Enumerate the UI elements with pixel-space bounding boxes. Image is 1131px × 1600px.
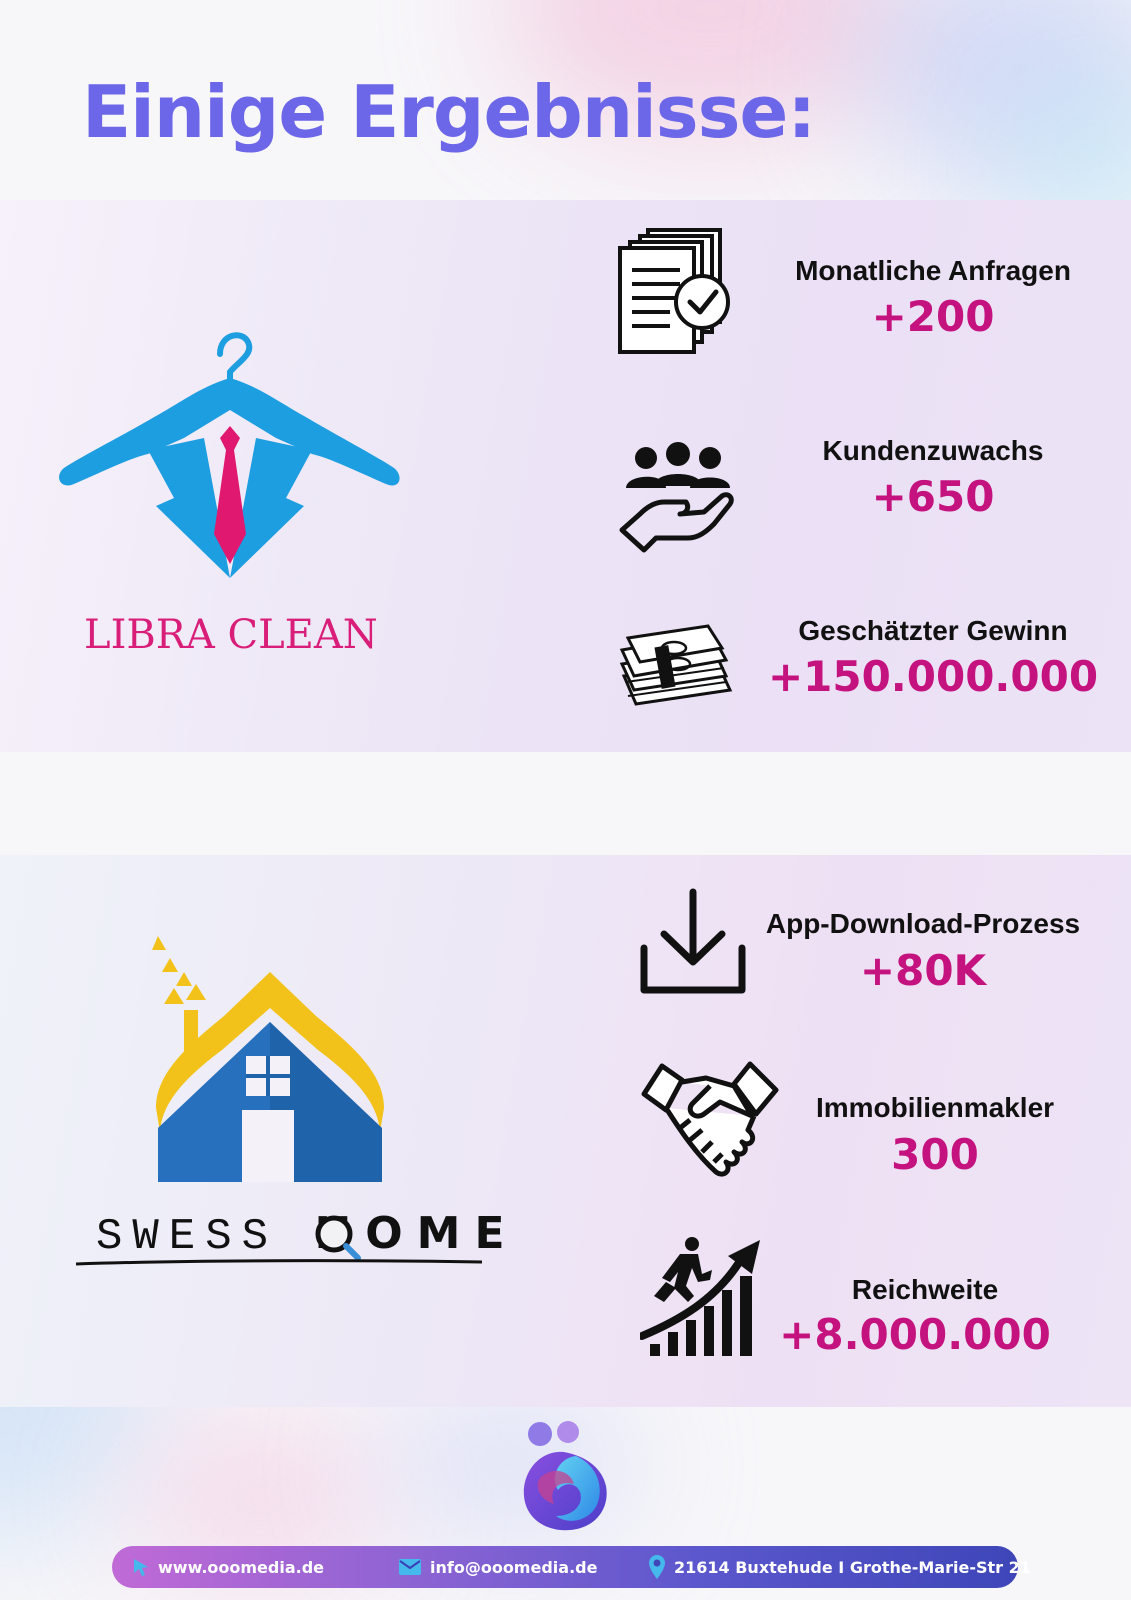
stat-label: Immobilienmakler	[815, 1092, 1055, 1123]
location-pin-icon	[649, 1555, 665, 1579]
brand-libra-clean: LIBRA CLEAN	[84, 612, 378, 658]
brand-swess-home: SWESS HOME	[96, 1208, 519, 1262]
brand-part: SWESS	[96, 1212, 279, 1262]
stat-value: +200	[871, 292, 995, 341]
mail-icon	[399, 1559, 421, 1575]
people-hand-icon	[619, 442, 734, 553]
stat-value: +150.000.000	[767, 652, 1099, 701]
growth-chart-icon	[640, 1237, 760, 1356]
footer-website[interactable]: www.ooomedia.de	[132, 1546, 324, 1588]
stat-value: +8.000.000	[779, 1310, 1051, 1359]
download-icon	[640, 888, 746, 994]
footer-email[interactable]: info@ooomedia.de	[398, 1546, 597, 1588]
hanger-suit-logo-icon	[59, 332, 400, 578]
stat-value: 300	[891, 1130, 979, 1179]
footer-email-text: info@ooomedia.de	[430, 1557, 598, 1577]
stat-label: Reichweite	[851, 1274, 999, 1305]
money-stack-icon	[619, 624, 733, 706]
handshake-icon	[641, 1061, 779, 1177]
contact-footer-bar: www.ooomedia.de info@ooomedia.de 21614 B…	[112, 1546, 1031, 1588]
footer-website-text: www.ooomedia.de	[158, 1557, 325, 1577]
stat-label: App-Download-Prozess	[765, 908, 1081, 939]
documents-check-icon	[618, 228, 730, 354]
stat-label: Monatliche Anfragen	[795, 255, 1071, 286]
house-logo-icon	[152, 936, 384, 1182]
ooomedia-logo-icon	[523, 1421, 607, 1531]
stat-value: +80K	[859, 946, 987, 995]
page-title: Einige Ergebnisse:	[82, 70, 816, 154]
magnifier-icon	[315, 1215, 361, 1261]
stat-label: Kundenzuwachs	[822, 435, 1044, 466]
footer-address[interactable]: 21614 Buxtehude I Grothe-Marie-Str 21	[648, 1546, 1031, 1588]
brand-underline	[76, 1259, 482, 1266]
footer-address-text: 21614 Buxtehude I Grothe-Marie-Str 21	[674, 1557, 1031, 1577]
stat-value: +650	[871, 472, 995, 521]
cursor-icon	[134, 1559, 148, 1576]
stat-label: Geschätzter Gewinn	[798, 615, 1068, 646]
